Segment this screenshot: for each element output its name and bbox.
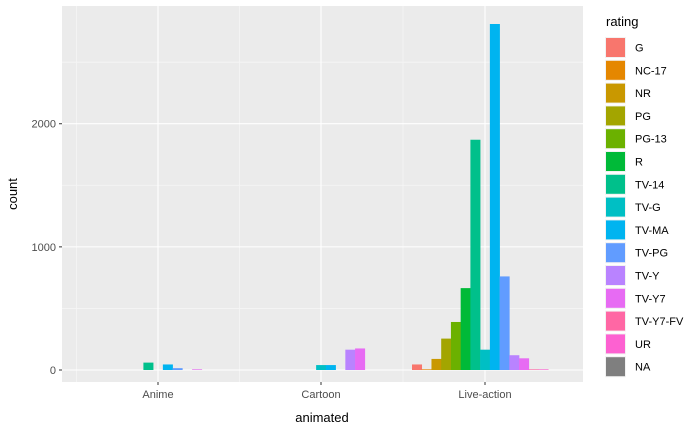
grid [62, 6, 583, 382]
legend-swatch-tv-y7 [606, 288, 625, 308]
legend-swatch-ur [606, 334, 625, 354]
bar-anime-tv-14 [143, 362, 154, 370]
bar-live-action-tv-pg [499, 276, 510, 370]
legend-label: NR [635, 88, 651, 100]
y-tick-label: 0 [50, 365, 56, 377]
legend-label: PG [635, 111, 651, 123]
bar-live-action-tv-14 [470, 139, 481, 370]
bar-live-action-tv-y7 [519, 358, 530, 370]
bar-cartoon-tv-ma [325, 365, 336, 370]
legend: rating G NC-17 NR PG PG-13 R TV-14 TV-G TV-MA TV-… [605, 14, 684, 378]
bar-anime-tv-pg [172, 368, 183, 370]
legend-label: TV-MA [635, 225, 669, 237]
legend-swatch-nr [606, 83, 625, 103]
legend-swatch-pg-13 [606, 129, 625, 149]
bar-live-action-tv-y [509, 355, 520, 370]
legend-swatch-tv-pg [606, 243, 625, 263]
legend-label: PG-13 [635, 134, 667, 146]
bars [143, 24, 549, 370]
legend-swatch-g [606, 38, 625, 57]
legend-swatch-tv-ma [606, 220, 625, 240]
legend-label: TV-Y7 [635, 293, 666, 305]
legend-label: TV-PG [635, 248, 668, 260]
legend-label: NC-17 [635, 65, 667, 77]
legend-title: rating [606, 14, 639, 29]
x-tick-label: Cartoon [301, 389, 340, 401]
bar-live-action-g [412, 364, 423, 370]
legend-label: G [635, 43, 644, 55]
bar-anime-tv-y7 [192, 369, 203, 370]
y-tick-label: 1000 [32, 242, 56, 254]
y-tick-label: 2000 [32, 119, 56, 131]
legend-swatch-na [606, 357, 625, 377]
bar-live-action-pg [441, 338, 452, 370]
bar-live-action-pg-13 [450, 321, 461, 370]
legend-label: R [635, 157, 643, 169]
legend-label: TV-14 [635, 179, 664, 191]
bar-anime-tv-ma [162, 364, 173, 370]
x-tick-label: Anime [142, 389, 173, 401]
legend-label: TV-G [635, 202, 661, 214]
y-axis-title: count [5, 178, 20, 210]
bar-live-action-nc-17 [421, 369, 432, 370]
legend-label: TV-Y7-FV [635, 316, 684, 328]
legend-label: TV-Y [635, 271, 660, 283]
legend-swatch-tv-g [606, 197, 625, 217]
bar-live-action-nr [431, 358, 442, 370]
bar-live-action-r [460, 288, 471, 370]
bar-cartoon-tv-y [345, 349, 356, 370]
axes: 0 1000 2000 Anime Cartoon Live-action [32, 119, 512, 401]
bar-live-action-tv-y7-fv [528, 369, 539, 370]
legend-label: UR [635, 339, 651, 351]
legend-swatch-tv-14 [606, 174, 625, 194]
bar-cartoon-tv-g [316, 365, 327, 370]
legend-swatch-r [606, 152, 625, 171]
bar-live-action-ur [538, 369, 549, 370]
x-axis-title: animated [295, 410, 348, 425]
legend-swatch-nc-17 [606, 60, 625, 80]
bar-cartoon-tv-y7 [355, 348, 366, 370]
legend-swatch-pg [606, 106, 625, 126]
legend-swatch-tv-y7-fv [606, 311, 625, 331]
legend-label: NA [635, 362, 651, 374]
x-tick-label: Live-action [458, 389, 511, 401]
bar-live-action-tv-g [480, 349, 491, 370]
legend-swatch-tv-y [606, 266, 625, 285]
bar-live-action-tv-ma [489, 24, 500, 370]
